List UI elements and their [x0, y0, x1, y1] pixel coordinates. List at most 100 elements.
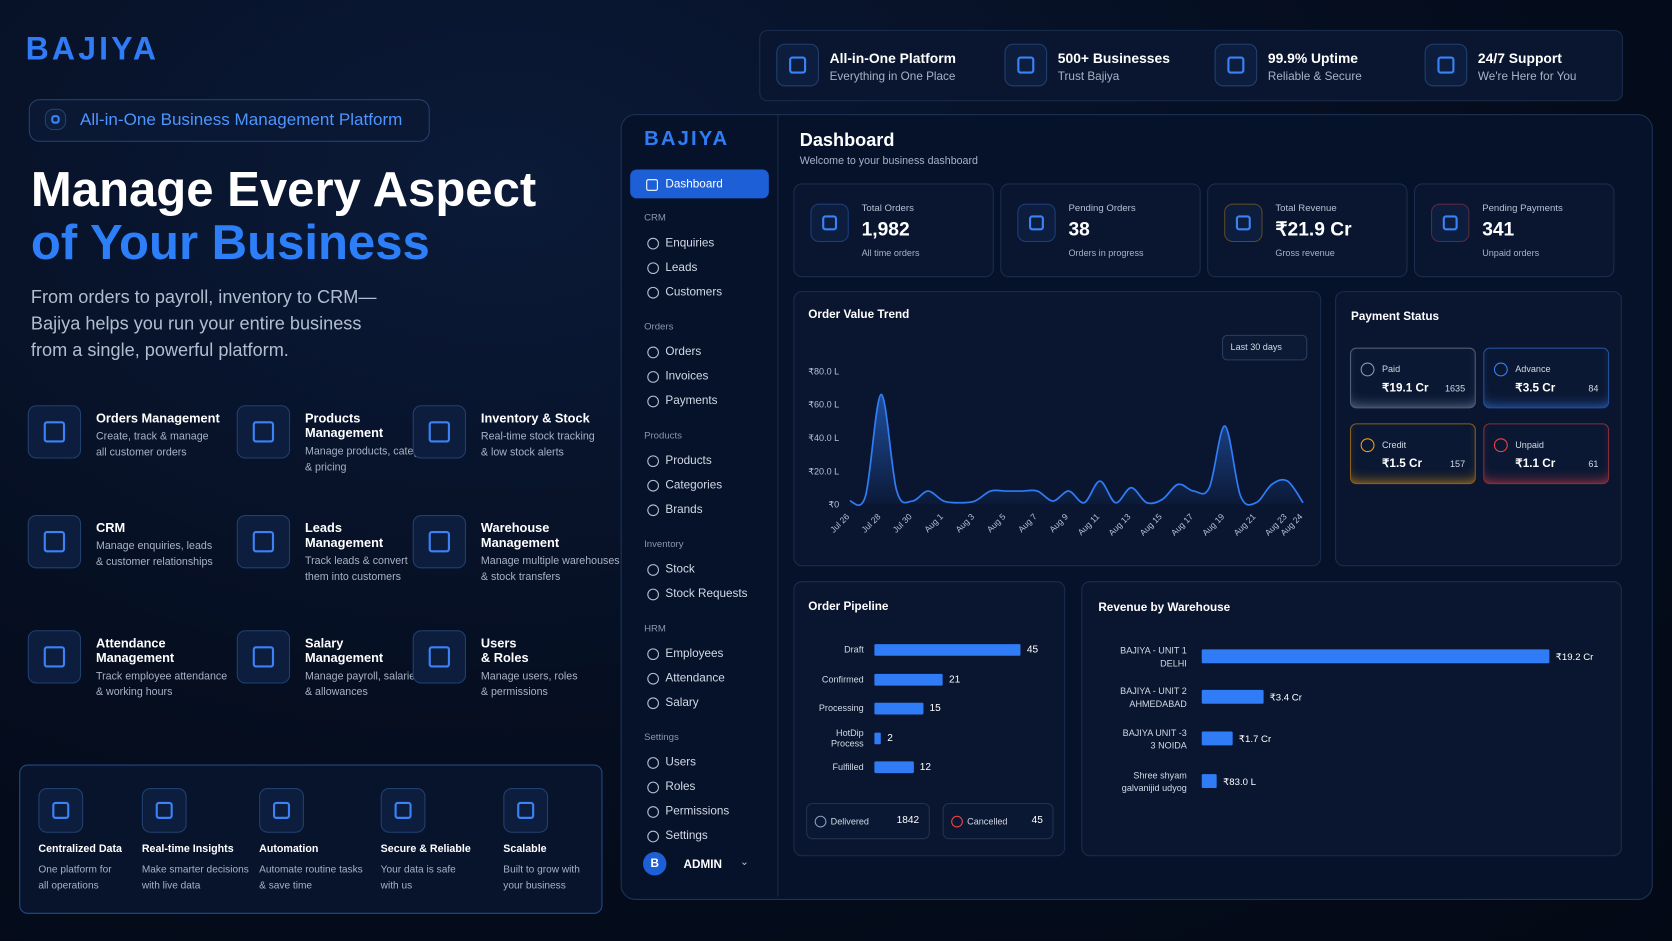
- pipeline-value: 21: [948, 673, 961, 686]
- feature-desc: Manage users, roles: [480, 670, 578, 683]
- user-chevron: ⌄: [740, 856, 749, 868]
- benefit-icon: [380, 788, 426, 833]
- feature-title: Orders Management: [95, 410, 220, 426]
- nav-item[interactable]: Attendance: [665, 671, 725, 685]
- nav-item[interactable]: Payments: [665, 394, 718, 408]
- nav-item[interactable]: Enquiries: [665, 236, 715, 250]
- warehouse-value: ₹1.7 Cr: [1238, 733, 1272, 745]
- nav-icon: [647, 286, 659, 299]
- nav-icon: [647, 757, 659, 769]
- feature-desc: & permissions: [480, 686, 548, 699]
- warehouse-bar: [1201, 649, 1550, 664]
- user-name[interactable]: ADMIN: [683, 858, 722, 872]
- nav-active-bg[interactable]: [630, 169, 769, 199]
- range-select[interactable]: [1222, 334, 1308, 361]
- nav-item[interactable]: Categories: [665, 478, 723, 492]
- feature-title: Management: [304, 425, 384, 441]
- warehouse-value: ₹19.2 Cr: [1555, 651, 1594, 663]
- nav-icon: [647, 806, 659, 818]
- payment-count: 157: [1450, 458, 1466, 470]
- summary-value: 45: [1031, 814, 1043, 827]
- nav-item[interactable]: Stock Requests: [665, 587, 748, 601]
- feature-desc: Manage payroll, salaries: [304, 670, 421, 683]
- warehouse-label: 3 NOIDA: [1150, 740, 1187, 751]
- pipeline-bar: [874, 673, 943, 686]
- highlight-icon: [776, 43, 819, 87]
- nav-item-active[interactable]: Dashboard: [665, 178, 723, 191]
- nav-section: CRM: [644, 212, 666, 223]
- warehouse-label: BAJIYA UNIT -3: [1122, 727, 1187, 738]
- nav-item[interactable]: Users: [665, 756, 697, 769]
- nav-icon: [647, 504, 659, 517]
- benefit-desc: Make smarter decisions: [141, 863, 249, 876]
- warehouse-label: DELHI: [1160, 657, 1187, 669]
- nav-icon: [647, 262, 659, 275]
- range-text[interactable]: Last 30 days: [1230, 341, 1282, 352]
- warehouse-label: galvanijid udyog: [1121, 782, 1187, 794]
- trend-title: Order Value Trend: [808, 308, 910, 321]
- feature-desc: & low stock alerts: [480, 446, 564, 459]
- headline: Manage Every Aspect: [30, 161, 537, 217]
- feature-desc: Create, track & manage: [95, 430, 209, 443]
- feature-desc: all customer orders: [95, 446, 187, 459]
- benefit-icon: [141, 788, 187, 833]
- feature-icon: [236, 515, 291, 569]
- highlight-title: 500+ Businesses: [1057, 50, 1170, 67]
- nav-item[interactable]: Leads: [665, 261, 698, 275]
- nav-section: Settings: [644, 731, 679, 743]
- warehouse-label: Shree shyam: [1133, 769, 1187, 781]
- benefit-desc: & save time: [259, 879, 313, 892]
- benefit-icon: [38, 788, 84, 833]
- stat-label: Pending Payments: [1482, 202, 1563, 214]
- benefit-title: Real-time Insights: [141, 843, 234, 856]
- pipeline-title: Order Pipeline: [808, 600, 889, 614]
- feature-desc: Manage enquiries, leads: [95, 540, 213, 553]
- nav-icon: [646, 179, 658, 191]
- benefit-desc: One platform for: [38, 863, 112, 876]
- pipeline-label: Fulfilled: [832, 761, 864, 773]
- intro-line: from a single, powerful platform.: [30, 340, 289, 361]
- nav-icon: [647, 371, 659, 383]
- benefit-desc: Automate routine tasks: [259, 863, 363, 876]
- nav-item[interactable]: Salary: [665, 696, 699, 710]
- feature-icon: [236, 405, 291, 459]
- warehouse-label: BAJIYA - UNIT 1: [1120, 645, 1187, 656]
- nav-item[interactable]: Brands: [665, 503, 703, 517]
- stat-note: Orders in progress: [1068, 247, 1144, 259]
- stat-value: 341: [1482, 218, 1515, 240]
- feature-desc: & working hours: [95, 686, 173, 699]
- nav-item[interactable]: Orders: [665, 345, 702, 359]
- benefit-desc: Your data is safe: [380, 863, 456, 876]
- feature-icon: [412, 630, 466, 684]
- nav-icon: [647, 781, 659, 794]
- dashboard-title: Dashboard: [799, 130, 895, 151]
- nav-item[interactable]: Stock: [665, 563, 695, 576]
- feature-title: Inventory & Stock: [480, 410, 590, 426]
- summary-pill: [806, 802, 930, 840]
- nav-icon: [647, 697, 659, 710]
- highlight-icon: [1004, 43, 1048, 87]
- feature-desc: & customer relationships: [95, 556, 213, 569]
- pipeline-label: Confirmed: [821, 673, 864, 685]
- trend-card: [793, 291, 1322, 567]
- nav-item[interactable]: Settings: [665, 829, 708, 843]
- nav-item[interactable]: Products: [665, 454, 712, 468]
- nav-item[interactable]: Employees: [665, 647, 724, 661]
- pipeline-value: 12: [919, 761, 932, 774]
- nav-item[interactable]: Permissions: [665, 805, 730, 818]
- payment-amount: ₹3.5 Cr: [1515, 381, 1556, 395]
- nav-section: Products: [644, 429, 682, 441]
- nav-item[interactable]: Roles: [665, 780, 696, 794]
- benefit-desc: all operations: [38, 879, 99, 892]
- feature-icon: [27, 515, 82, 569]
- nav-item[interactable]: Invoices: [665, 370, 709, 383]
- nav-icon: [647, 564, 659, 576]
- pipeline-label: Draft: [844, 644, 864, 655]
- nav-item[interactable]: Customers: [665, 285, 723, 299]
- payment-subcard: [1483, 423, 1610, 485]
- summary-value: 1842: [896, 814, 920, 827]
- feature-title: Management: [480, 535, 560, 551]
- feature-desc: Manage multiple warehouses: [480, 555, 620, 568]
- feature-title: Products: [304, 410, 361, 426]
- highlight-subtitle: Reliable & Secure: [1267, 70, 1362, 84]
